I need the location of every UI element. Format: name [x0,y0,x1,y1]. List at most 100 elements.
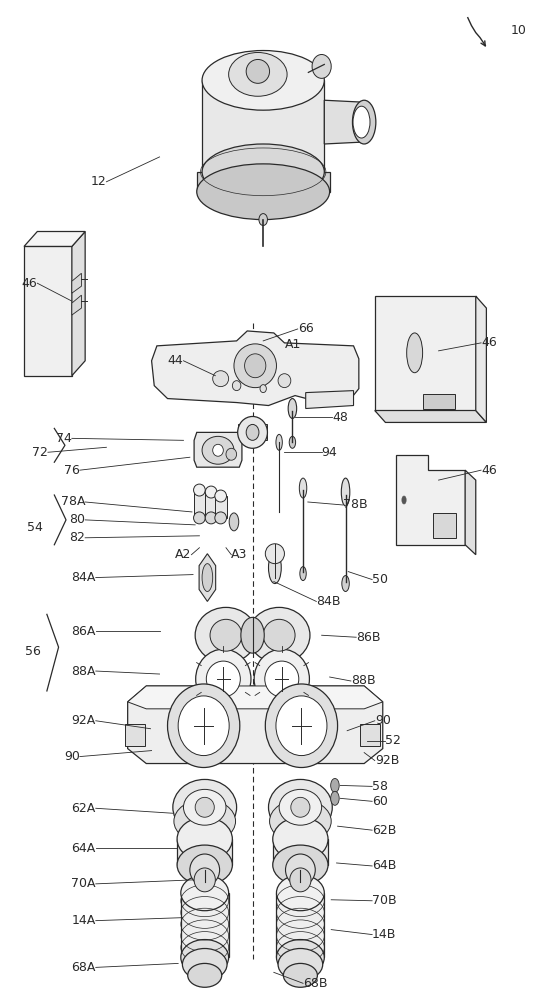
Text: 56: 56 [25,645,41,658]
Polygon shape [193,490,205,518]
Polygon shape [375,410,487,422]
Polygon shape [128,686,383,764]
Text: A1: A1 [285,338,301,351]
Ellipse shape [259,214,267,226]
Text: 80: 80 [69,513,85,526]
Ellipse shape [174,799,236,843]
Text: 88A: 88A [71,665,96,678]
Polygon shape [24,246,72,376]
Bar [360,724,380,746]
Ellipse shape [205,486,217,498]
Ellipse shape [202,144,324,200]
Ellipse shape [254,649,309,709]
Ellipse shape [194,868,215,892]
Ellipse shape [248,607,310,663]
Polygon shape [215,496,227,518]
Text: 46: 46 [481,464,497,477]
Bar [433,513,455,538]
Polygon shape [197,172,330,192]
Bar [423,394,454,409]
Ellipse shape [268,779,332,835]
Polygon shape [324,100,364,144]
Text: 78A: 78A [61,495,85,508]
Ellipse shape [229,52,287,96]
Text: 64A: 64A [71,842,96,855]
Text: 88B: 88B [351,674,375,687]
Text: 60: 60 [372,795,388,808]
Ellipse shape [273,845,328,885]
Polygon shape [151,331,359,406]
Ellipse shape [234,344,277,388]
Text: 50: 50 [372,573,388,586]
Ellipse shape [195,649,251,709]
Ellipse shape [229,513,239,531]
Ellipse shape [278,374,291,388]
Polygon shape [194,432,242,467]
Text: 10: 10 [510,24,526,37]
Ellipse shape [202,51,324,110]
Text: 84A: 84A [71,571,96,584]
Ellipse shape [286,854,315,886]
Ellipse shape [352,100,376,144]
Ellipse shape [342,478,350,506]
Polygon shape [375,296,476,410]
Ellipse shape [284,963,317,987]
Ellipse shape [279,789,322,825]
Ellipse shape [226,448,237,460]
Ellipse shape [263,619,295,651]
Bar [125,724,145,746]
Polygon shape [205,492,217,518]
Polygon shape [277,893,324,957]
Text: 68A: 68A [71,961,96,974]
Text: A2: A2 [175,548,192,561]
Text: 14A: 14A [71,914,96,927]
Text: 92A: 92A [71,714,96,727]
Ellipse shape [288,399,296,418]
Ellipse shape [300,567,306,581]
Text: 14B: 14B [372,928,396,941]
Text: 52: 52 [386,734,401,747]
Text: 68B: 68B [303,977,328,990]
Ellipse shape [273,817,328,861]
Ellipse shape [177,817,233,861]
Polygon shape [202,80,324,172]
Ellipse shape [402,496,406,504]
Ellipse shape [246,59,270,83]
Ellipse shape [233,381,241,391]
Ellipse shape [181,940,229,975]
Ellipse shape [241,617,264,653]
Text: 66: 66 [297,322,314,335]
Ellipse shape [202,564,213,591]
Text: 54: 54 [27,521,42,534]
Ellipse shape [407,333,423,373]
Ellipse shape [246,424,259,440]
Ellipse shape [210,619,242,651]
Text: A3: A3 [231,548,248,561]
Polygon shape [72,295,82,315]
Ellipse shape [268,552,281,584]
Ellipse shape [277,940,324,975]
Text: 74: 74 [56,432,72,445]
Ellipse shape [353,106,370,138]
Ellipse shape [193,484,205,496]
Polygon shape [128,686,383,709]
Ellipse shape [260,385,266,393]
Text: 62A: 62A [71,802,96,815]
Ellipse shape [205,512,217,524]
Ellipse shape [299,478,307,498]
Ellipse shape [168,684,240,768]
Polygon shape [476,296,487,422]
Polygon shape [199,554,216,601]
Text: 12: 12 [91,175,106,188]
Ellipse shape [195,797,214,817]
Ellipse shape [173,779,237,835]
Ellipse shape [238,416,267,448]
Ellipse shape [265,661,299,697]
Text: 62B: 62B [372,824,396,837]
Ellipse shape [188,963,222,987]
Ellipse shape [290,868,311,892]
Text: 72: 72 [32,446,48,459]
Text: 64B: 64B [372,859,396,872]
Text: 94: 94 [322,446,337,459]
Polygon shape [72,232,85,376]
